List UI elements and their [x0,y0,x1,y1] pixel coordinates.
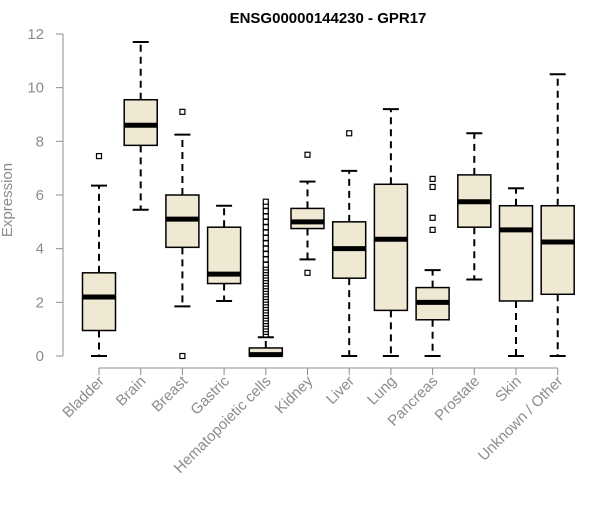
outlier-point [262,234,269,242]
box-group [540,73,575,357]
outlier-point [262,213,269,220]
box-group [165,108,200,360]
box-group [457,132,492,281]
x-tick-label: Breast [149,372,192,415]
outlier-point [262,256,269,263]
y-tick-label: 2 [36,294,44,311]
outlier-point [262,198,269,205]
outlier-point [429,214,436,221]
outlier-point [95,152,103,160]
box-iqr [123,98,158,147]
box-iqr [290,207,325,230]
box-group [123,41,158,211]
y-tick-label: 8 [36,133,44,150]
y-tick-label: 6 [36,187,44,204]
box-group [415,175,450,357]
x-tick-label: Skin [492,373,525,406]
y-tick-label: 10 [27,80,44,97]
outlier-point [262,245,269,252]
box-group [206,204,242,302]
box-group [248,198,284,358]
outlier-point [346,130,353,137]
chart-title: ENSG00000144230 - GPR17 [230,10,427,27]
box-group [373,108,409,357]
x-tick-label: Kidney [272,372,317,417]
y-tick-label: 0 [36,348,44,365]
y-tick-label: 12 [27,26,44,43]
outlier-point [262,229,269,236]
box-group [290,151,325,276]
x-tick-label: Prostate [432,373,484,425]
outlier-point [262,261,269,268]
outlier-point [429,183,436,191]
outlier-point [304,151,311,158]
x-tick-label: Brain [113,373,150,410]
outlier-point [429,175,436,182]
outlier-point [304,269,311,276]
outlier-point [262,224,269,231]
box-group [498,187,534,357]
outlier-point [262,218,269,225]
box-iqr [540,204,575,296]
box-iqr [81,272,117,332]
outlier-point [262,208,269,215]
outlier-point [179,108,186,115]
y-axis-label: Expression [0,163,16,237]
outlier-point [262,240,269,247]
outlier-point [262,250,269,258]
box-iqr [498,204,534,302]
boxes [81,41,575,360]
x-tick-label: Lung [364,373,400,409]
outlier-point [179,352,186,360]
x-tick-label: Liver [323,373,358,408]
box-iqr [373,183,409,312]
outlier-point [429,226,436,233]
box-group [331,130,367,357]
y-tick-label: 4 [36,241,44,258]
box-group [81,152,117,357]
x-tick-label: Bladder [59,373,108,422]
